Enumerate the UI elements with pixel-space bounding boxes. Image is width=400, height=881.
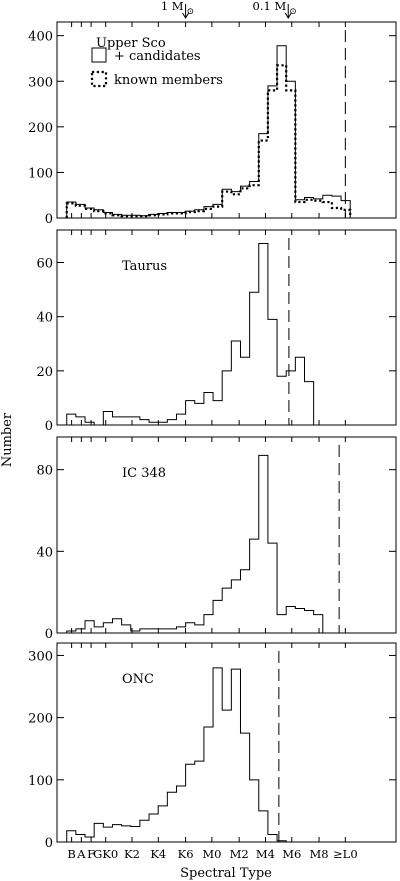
legend-label: known members: [114, 73, 223, 88]
panel-ic-348: 0 40 80 IC 348: [36, 436, 397, 642]
solar-symbol: ⊙: [289, 7, 297, 17]
y-tick-label: 200: [28, 712, 53, 727]
x-tick-label: M0: [202, 847, 221, 861]
panel-frame: [56, 229, 397, 426]
legend-label: + candidates: [114, 49, 201, 64]
legend-swatch: [90, 70, 108, 88]
x-tick-label: B: [67, 847, 75, 861]
y-tick-label: 0: [45, 627, 53, 642]
y-tick-label: 20: [36, 365, 53, 380]
y-tick-label: 200: [28, 121, 53, 136]
mass-marker-label: 1 M: [161, 0, 184, 13]
y-tick-label: 400: [28, 30, 53, 45]
x-tick-label: K2: [124, 847, 140, 861]
solar-symbol: ⊙: [187, 7, 195, 17]
histogram-series-known-members: [65, 64, 352, 218]
histogram-series-primary: [66, 667, 296, 843]
y-axis-label: Number: [0, 412, 15, 467]
panel-frame: [56, 642, 397, 843]
y-tick-label: 0: [45, 212, 53, 227]
y-tick-label: 0: [45, 419, 53, 434]
panel-frame: [56, 21, 397, 219]
y-tick-label: 60: [36, 257, 53, 272]
y-tick-label: 300: [28, 649, 53, 664]
panel-upper-sco: 0 100 200 300 400 Upper Sco+ candidates known …: [28, 21, 397, 227]
x-axis-label: Spectral Type: [180, 866, 272, 881]
x-tick-label: M4: [256, 847, 275, 861]
y-tick-label: 40: [36, 545, 53, 560]
panel-frame: [56, 436, 397, 634]
panel-taurus: 0 20 40 60 Taurus: [36, 229, 397, 434]
x-tick-label: K6: [178, 847, 194, 861]
y-tick-label: 100: [28, 166, 53, 181]
histogram-series-primary: [66, 454, 324, 633]
x-tick-label: F: [87, 847, 95, 861]
x-tick-label: ≥L0: [333, 847, 358, 861]
y-tick-label: 300: [28, 75, 53, 90]
panel-annotation: Taurus: [122, 259, 167, 274]
x-tick-label: M2: [230, 847, 249, 861]
x-tick-label: A: [76, 847, 86, 861]
mass-marker-arrowhead: [284, 12, 292, 19]
x-tick-label: GK0: [93, 847, 118, 861]
y-tick-label: 40: [36, 311, 53, 326]
y-tick-label: 80: [36, 464, 53, 479]
mass-marker-label: 0.1 M: [253, 0, 287, 13]
panel-annotation: Upper Sco: [96, 36, 166, 51]
panel-annotation: ONC: [122, 672, 154, 687]
x-tick-label: K4: [150, 847, 166, 861]
panel-annotation: IC 348: [122, 466, 166, 481]
y-tick-label: 100: [28, 774, 53, 789]
histogram-series-primary: [66, 243, 315, 426]
histogram-series-primary: [66, 45, 351, 218]
x-tick-label: M6: [282, 847, 301, 861]
x-tick-label: M8: [309, 847, 328, 861]
y-tick-label: 0: [45, 836, 53, 851]
mass-marker-arrowhead: [182, 12, 190, 19]
legend-swatch: [91, 47, 107, 63]
